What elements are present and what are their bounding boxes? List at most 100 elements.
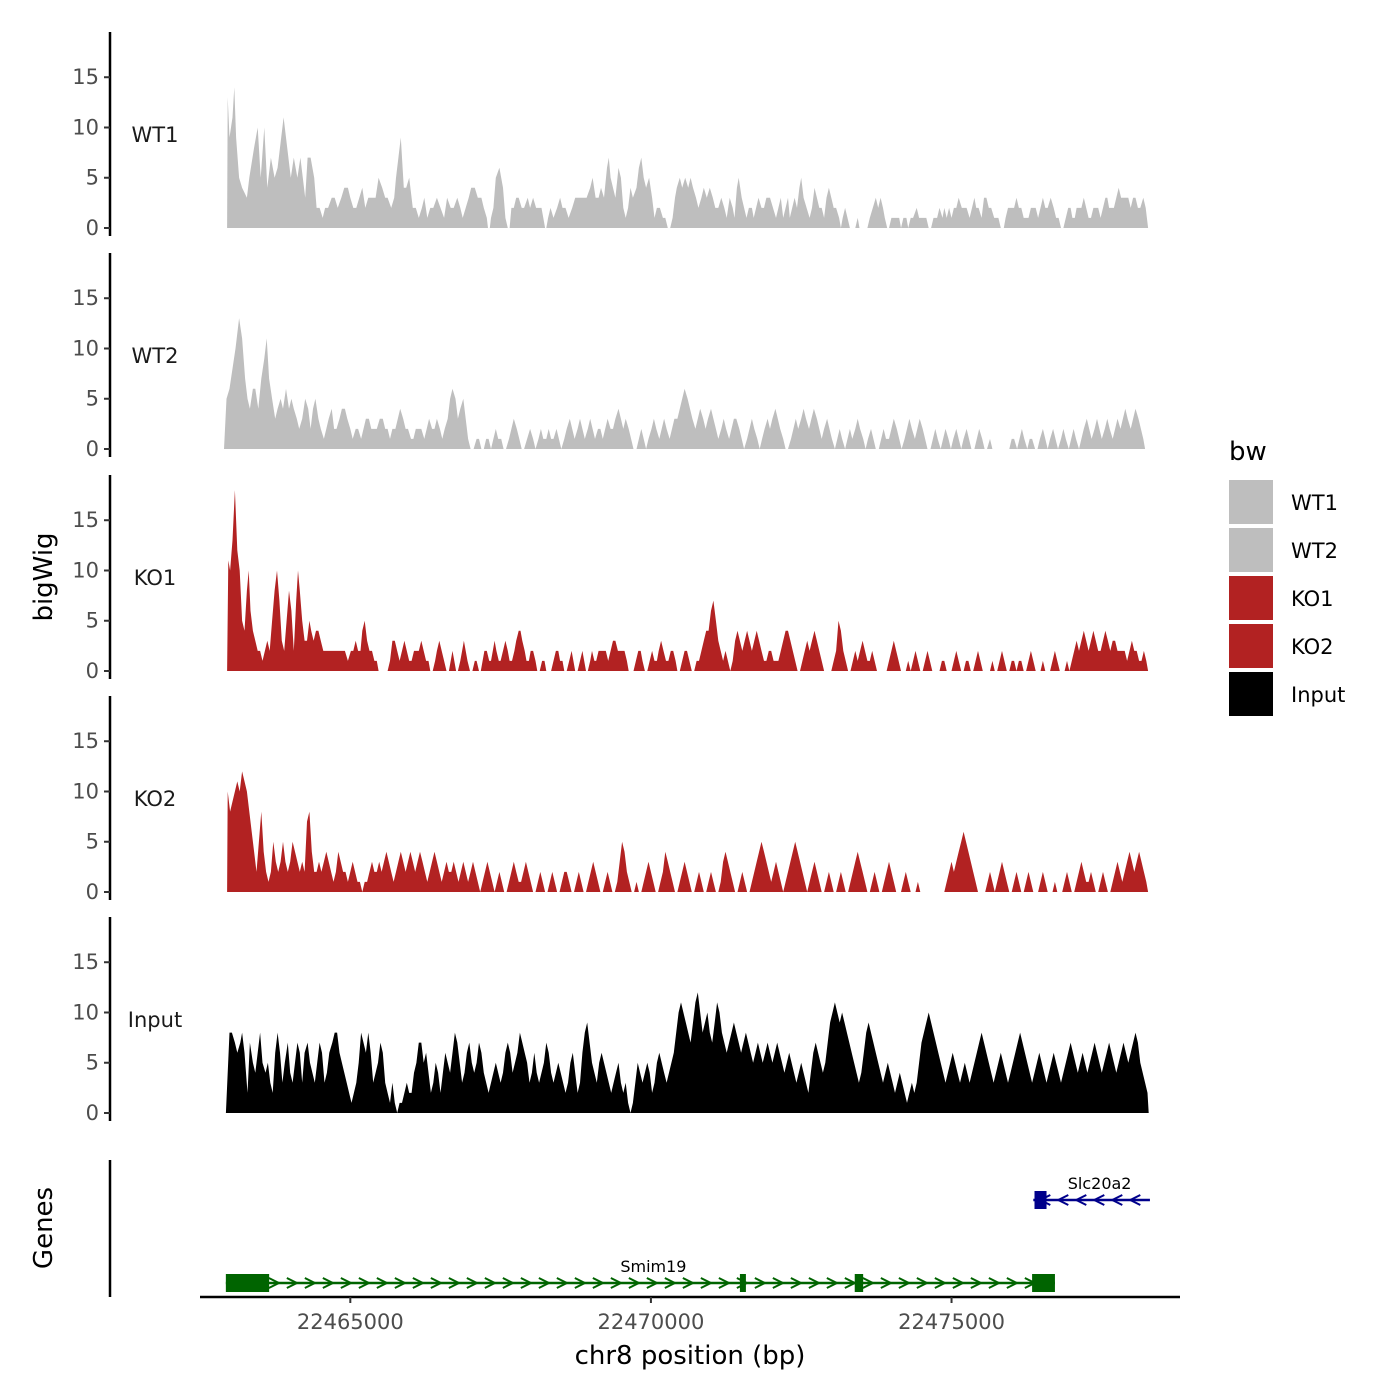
legend-swatch-input <box>1229 672 1273 716</box>
strand-arrow <box>466 1277 480 1289</box>
y-tick-label: 0 <box>86 216 99 240</box>
track-wt2: 0 5 10 15 WT2 <box>72 253 1146 461</box>
y-tick-label: 10 <box>72 558 99 582</box>
strand-arrow <box>664 1277 678 1289</box>
strand-arrow <box>1006 1277 1020 1289</box>
legend-label-input: Input <box>1291 683 1345 707</box>
track-input: 0 5 10 15 Input <box>72 917 1149 1125</box>
track-ko2: 0 5 10 15 KO2 <box>72 696 1149 904</box>
strand-arrow <box>322 1277 336 1289</box>
legend-label-wt2: WT2 <box>1291 539 1338 563</box>
strand-arrow <box>448 1277 462 1289</box>
strand-arrow <box>772 1277 786 1289</box>
strand-arrow <box>1110 1194 1123 1206</box>
legend: bw WT1 WT2 KO1 KO2 Input <box>1229 437 1345 716</box>
strand-arrow <box>304 1277 318 1289</box>
gene-label: Smim19 <box>620 1257 686 1276</box>
strand-arrow <box>1128 1194 1141 1206</box>
strand-arrow <box>754 1277 768 1289</box>
strand-arrow <box>826 1277 840 1289</box>
y-tick-label: 15 <box>72 286 99 310</box>
gene-slc20a2: Slc20a2 <box>1033 1174 1150 1209</box>
strand-arrow <box>592 1277 606 1289</box>
y-tick-label: 0 <box>86 880 99 904</box>
legend-swatch-wt2 <box>1229 528 1273 572</box>
legend-label-ko1: KO1 <box>1291 587 1334 611</box>
track-label: KO2 <box>134 787 177 811</box>
strand-arrow <box>880 1277 894 1289</box>
y-tick-label: 0 <box>86 659 99 683</box>
y-tick-label: 15 <box>72 729 99 753</box>
strand-arrow <box>682 1277 696 1289</box>
legend-swatch-ko2 <box>1229 624 1273 668</box>
exon <box>225 1274 270 1292</box>
strand-arrow <box>862 1277 876 1289</box>
x-axis-title: chr8 position (bp) <box>575 1341 806 1371</box>
track-wt1: 0 5 10 15 WT1 <box>72 32 1149 240</box>
strand-arrow <box>502 1277 516 1289</box>
exon <box>1032 1274 1055 1292</box>
strand-arrow <box>628 1277 642 1289</box>
legend-swatch-ko1 <box>1229 576 1273 620</box>
exon <box>1034 1191 1047 1209</box>
strand-arrow <box>484 1277 498 1289</box>
strand-arrow <box>916 1277 930 1289</box>
strand-arrow <box>538 1277 552 1289</box>
legend-label-ko2: KO2 <box>1291 635 1334 659</box>
strand-arrow <box>718 1277 732 1289</box>
exon <box>739 1274 746 1292</box>
x-tick-label: 22465000 <box>297 1310 404 1334</box>
y-tick-label: 5 <box>86 1051 99 1075</box>
y-tick-label: 10 <box>72 779 99 803</box>
strand-arrow <box>988 1277 1002 1289</box>
strand-arrow <box>646 1277 660 1289</box>
strand-arrow <box>898 1277 912 1289</box>
strand-arrow <box>934 1277 948 1289</box>
strand-arrow <box>700 1277 714 1289</box>
genes-axis-title: Genes <box>29 1187 59 1269</box>
strand-arrow <box>970 1277 984 1289</box>
y-tick-label: 10 <box>72 336 99 360</box>
strand-arrow <box>358 1277 372 1289</box>
track-ko1: 0 5 10 15 KO1 <box>72 475 1149 683</box>
strand-arrow <box>430 1277 444 1289</box>
signal-area-wt1 <box>227 87 1149 228</box>
y-tick-label: 5 <box>86 387 99 411</box>
strand-arrow <box>556 1277 570 1289</box>
strand-arrow <box>574 1277 588 1289</box>
strand-arrow <box>610 1277 624 1289</box>
y-tick-label: 15 <box>72 508 99 532</box>
y-tick-label: 0 <box>86 437 99 461</box>
y-tick-label: 5 <box>86 830 99 854</box>
signal-tracks: 0 5 10 15 WT1 0 5 10 15 WT2 0 5 10 15 KO1 0 5 10 15 KO2 0 5 10… <box>72 32 1149 1125</box>
gene-smim19: Smim19 <box>225 1257 1056 1292</box>
strand-arrow <box>808 1277 822 1289</box>
strand-arrow <box>790 1277 804 1289</box>
track-label: WT1 <box>132 123 179 147</box>
y-tick-label: 15 <box>72 65 99 89</box>
signal-area-input <box>225 992 1149 1113</box>
strand-arrow <box>268 1277 282 1289</box>
strand-arrow <box>1056 1194 1069 1206</box>
signal-area-ko2 <box>227 771 1149 892</box>
strand-arrow <box>412 1277 426 1289</box>
x-tick-label: 22470000 <box>597 1310 704 1334</box>
x-tick-label: 22475000 <box>898 1310 1005 1334</box>
strand-arrow <box>376 1277 390 1289</box>
strand-arrow <box>286 1277 300 1289</box>
y-tick-label: 5 <box>86 166 99 190</box>
legend-swatch-wt1 <box>1229 480 1273 524</box>
y-tick-label: 0 <box>86 1101 99 1125</box>
track-label: WT2 <box>132 344 179 368</box>
signal-area-wt2 <box>224 318 1146 449</box>
exon <box>854 1274 864 1292</box>
strand-arrow <box>394 1277 408 1289</box>
track-label: Input <box>128 1008 182 1032</box>
y-tick-label: 5 <box>86 609 99 633</box>
strand-arrow <box>340 1277 354 1289</box>
strand-arrow <box>520 1277 534 1289</box>
y-axis-title: bigWig <box>29 532 59 621</box>
legend-title: bw <box>1229 437 1267 467</box>
track-label: KO1 <box>134 566 177 590</box>
